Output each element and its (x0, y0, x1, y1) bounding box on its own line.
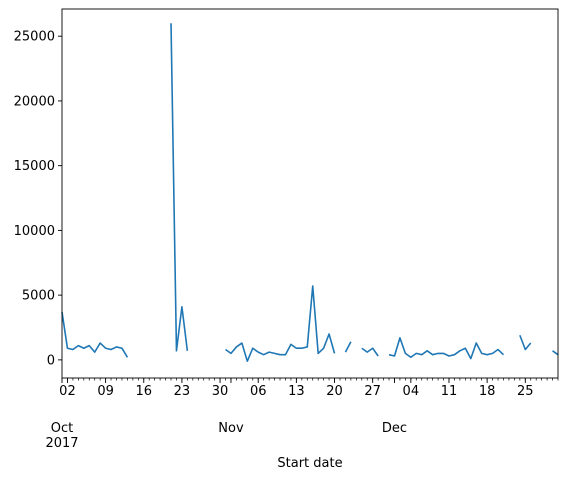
x-tick-label: 16 (135, 384, 152, 399)
plot-frame (61, 8, 559, 379)
x-tick-label: 27 (364, 384, 381, 399)
y-tick-label: 15000 (14, 159, 55, 174)
x-tick-label: 20 (326, 384, 343, 399)
series-line-segment (361, 347, 379, 357)
series-layer (61, 23, 559, 362)
y-tick-label: 25000 (14, 30, 55, 45)
series-line-segment (388, 337, 505, 360)
x-tick-label: 30 (212, 384, 229, 399)
y-tick-label: 10000 (14, 224, 55, 239)
x-tick-label: 18 (479, 384, 496, 399)
y-tick-label: 20000 (14, 94, 55, 109)
x-tick-label: 23 (174, 384, 191, 399)
x-tick-label: 04 (403, 384, 420, 399)
x-year-label: 2017 (45, 436, 78, 451)
x-tick-label: 11 (441, 384, 458, 399)
series-line-segment (552, 350, 559, 356)
x-tick-label: 25 (517, 384, 534, 399)
y-axis: 0 5000 10000 15000 20000 25000 (14, 30, 62, 368)
x-axis-label: Start date (277, 456, 342, 471)
y-tick-label: 0 (47, 353, 55, 368)
series-line-segment (170, 23, 189, 352)
plot-area-border (61, 8, 559, 379)
x-tick-label: 13 (288, 384, 305, 399)
series-line-segment (344, 341, 352, 353)
x-month-label: Dec (382, 421, 407, 436)
series-line-segment (519, 334, 532, 351)
x-tick-label: 09 (97, 384, 114, 399)
series-line-segment (225, 285, 336, 362)
x-tick-label: 02 (59, 384, 76, 399)
y-tick-label: 5000 (22, 289, 55, 304)
x-month-label: Oct (51, 421, 73, 436)
x-tick-label: 06 (250, 384, 267, 399)
x-month-label: Nov (218, 421, 244, 436)
series-line-segment (61, 311, 129, 358)
